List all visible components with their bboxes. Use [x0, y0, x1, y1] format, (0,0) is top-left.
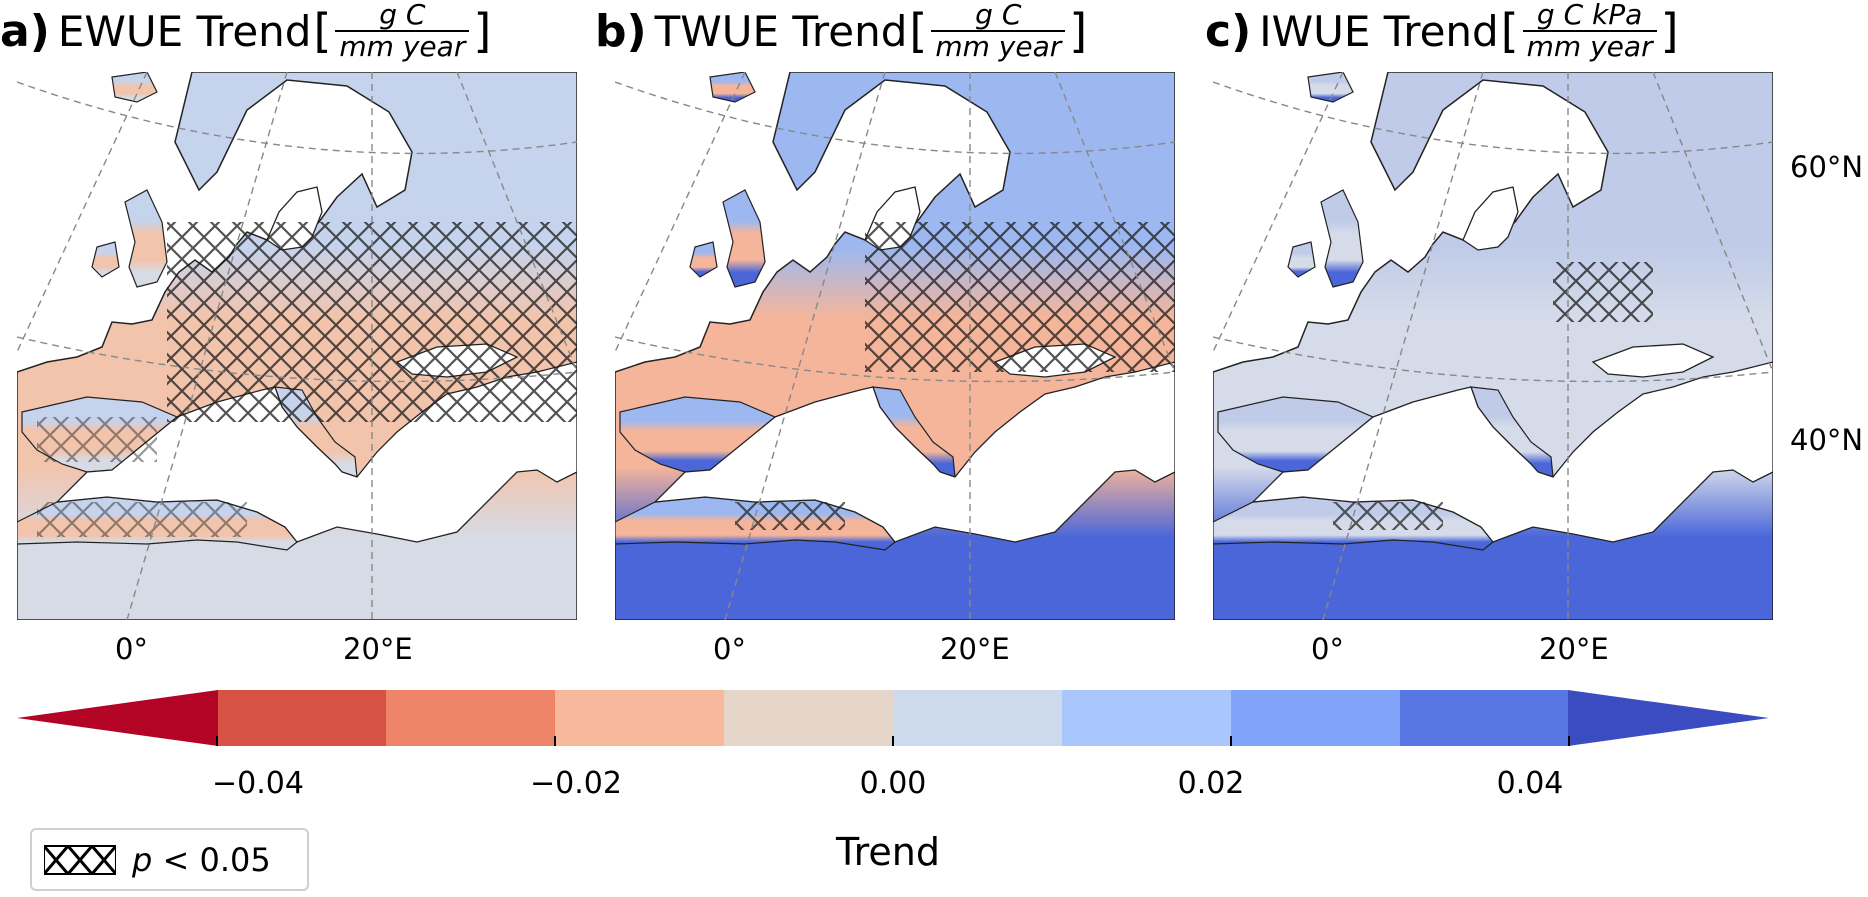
colorbar-tick-label: 0.02: [1177, 766, 1245, 801]
land-area: [91, 241, 120, 278]
graticule: [1213, 72, 1773, 620]
significance-hatch: [1553, 262, 1653, 322]
land-area: [689, 241, 718, 278]
colorbar-bin: [1231, 690, 1401, 746]
legend-label: p < 0.05: [132, 841, 271, 879]
map-panel-a: [17, 72, 577, 620]
significance-hatch: [1333, 502, 1443, 530]
colorbar-tick-label: −0.02: [530, 766, 622, 801]
lon-label-0: 0°: [115, 632, 148, 666]
significance-hatch: [735, 502, 845, 530]
panel-letter: c): [1205, 5, 1252, 57]
significance-hatch: [37, 502, 247, 537]
p-symbol: p: [132, 840, 153, 879]
colorbar-bin: [893, 690, 1063, 746]
lat-label-40n: 40°N: [1790, 423, 1864, 457]
panel-b-title: b) TWUE Trend [ g C mm year ]: [595, 0, 1089, 62]
colorbar-bin: [386, 690, 556, 746]
lon-label-20e: 20°E: [1539, 632, 1609, 666]
bracket-close: ]: [1069, 4, 1088, 58]
lon-label-0: 0°: [713, 632, 746, 666]
sea-area: [1591, 343, 1715, 378]
panel-letter: a): [0, 5, 50, 57]
colorbar-tick-label: 0.04: [1496, 766, 1564, 801]
land-area: [124, 189, 168, 288]
unit-fraction: g C kPa mm year: [1522, 0, 1657, 62]
land-area: [1320, 189, 1364, 288]
bracket-open: [: [313, 4, 332, 58]
hatch-xxx-icon: [44, 844, 116, 875]
lon-label-20e: 20°E: [343, 632, 413, 666]
colorbar: [17, 690, 1769, 746]
unit-numerator: g C: [975, 0, 1022, 31]
unit-denominator: mm year: [1522, 30, 1657, 62]
bracket-close: ]: [473, 4, 492, 58]
panel-name: IWUE Trend: [1259, 6, 1499, 56]
unit-denominator: mm year: [931, 30, 1066, 62]
colorbar-bin: [1400, 690, 1570, 746]
unit-numerator: g C kPa: [1536, 0, 1643, 31]
unit-denominator: mm year: [335, 30, 470, 62]
colorbar-bin: [724, 690, 894, 746]
lon-label-20e: 20°E: [940, 632, 1010, 666]
colorbar-tick-label: −0.04: [212, 766, 304, 801]
map-panel-c: [1213, 72, 1773, 620]
panel-name: EWUE Trend: [57, 6, 312, 56]
significance-hatch: [865, 222, 1175, 372]
sea-area: [1251, 361, 1773, 543]
unit-numerator: g C: [379, 0, 426, 31]
unit-fraction: g C mm year: [335, 0, 470, 62]
colorbar-tick-label: 0.00: [859, 766, 927, 801]
land-area: [1307, 72, 1354, 103]
panel-a-title: a) EWUE Trend [ g C mm year ]: [0, 0, 493, 62]
colorbar-extend-high: [1568, 690, 1769, 746]
colorbar-bin: [555, 690, 725, 746]
land-area: [111, 72, 158, 103]
colorbar-title: Trend: [836, 830, 940, 874]
panel-letter: b): [595, 5, 647, 57]
unit-fraction: g C mm year: [931, 0, 1066, 62]
lon-label-0: 0°: [1311, 632, 1344, 666]
sea-area: [1462, 186, 1519, 251]
map-panel-b: [615, 72, 1175, 620]
land-area: [1287, 241, 1316, 278]
panel-c-title: c) IWUE Trend [ g C kPa mm year ]: [1205, 0, 1681, 62]
p-threshold: < 0.05: [152, 840, 271, 879]
lat-label-60n: 60°N: [1790, 150, 1864, 184]
bracket-open: [: [1500, 4, 1519, 58]
significance-hatch: [37, 417, 157, 462]
graticule: [615, 72, 1175, 620]
graticule: [17, 72, 577, 620]
colorbar-bin: [217, 690, 387, 746]
bracket-open: [: [909, 4, 928, 58]
land-area: [709, 72, 756, 103]
bracket-close: ]: [1660, 4, 1679, 58]
land-area: [722, 189, 766, 288]
significance-legend: p < 0.05: [30, 828, 309, 891]
panel-name: TWUE Trend: [654, 6, 908, 56]
colorbar-extend-low: [17, 690, 218, 746]
colorbar-bin: [1062, 690, 1232, 746]
